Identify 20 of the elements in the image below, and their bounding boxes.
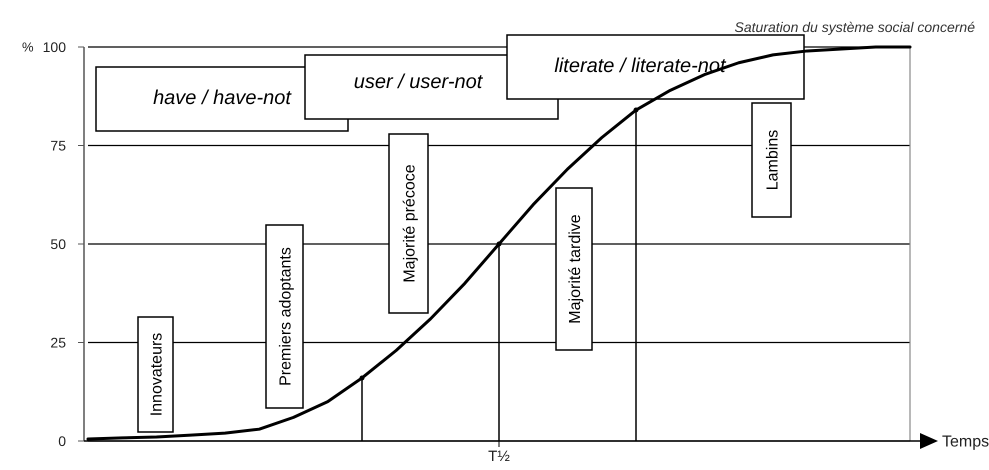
y-tick-label: 75 (50, 137, 66, 154)
annotation: literate / literate-not (554, 55, 728, 77)
point (360, 375, 364, 380)
annotation: Premiers adoptants (278, 247, 294, 386)
annotation: Majorité tardive (567, 214, 584, 324)
annotation: have / have-not (153, 87, 292, 109)
y-tick-label: 50 (50, 236, 66, 252)
y-axis-title: % (22, 40, 34, 55)
annotation: Majorité précoce (402, 164, 418, 283)
x-axis-title: Temps (942, 434, 989, 451)
point (634, 108, 638, 113)
x-tick-label: T½ (488, 448, 510, 465)
annotation: user / user-not (354, 71, 484, 93)
y-tick-label: 0 (58, 432, 66, 449)
y-tick-label: 100 (42, 38, 66, 55)
annotation: Innovateurs (148, 332, 166, 416)
point (496, 242, 502, 246)
annotation: Lambins (764, 130, 782, 190)
y-tick-label: 25 (50, 334, 66, 350)
chart-title: Saturation du système social concerné (734, 19, 976, 35)
